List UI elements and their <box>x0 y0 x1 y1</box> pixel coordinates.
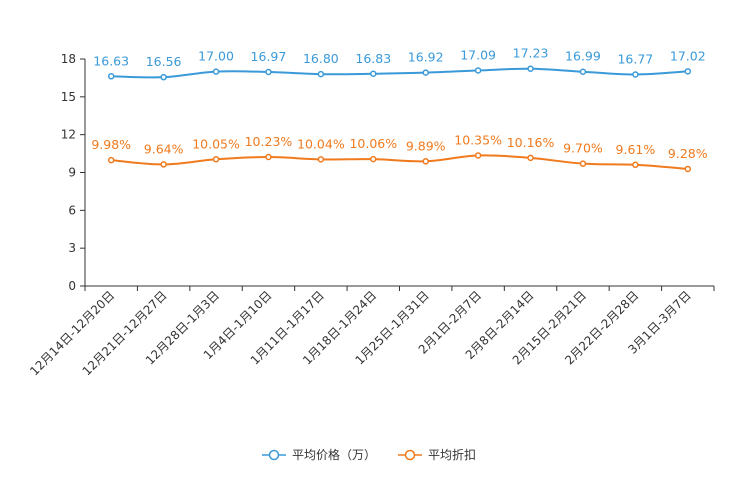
data-point[interactable] <box>265 153 272 161</box>
data-point[interactable] <box>212 156 220 163</box>
data-label: 10.05% <box>192 136 240 151</box>
data-point[interactable] <box>579 68 587 75</box>
data-point[interactable] <box>370 155 377 163</box>
data-point[interactable] <box>160 73 167 81</box>
data-point[interactable] <box>107 156 115 164</box>
data-label: 16.83 <box>355 51 391 66</box>
data-point[interactable] <box>370 70 377 78</box>
legend-marker <box>404 449 416 461</box>
data-label: 16.99 <box>565 49 601 64</box>
data-label: 10.16% <box>507 135 555 150</box>
data-label: 10.06% <box>349 136 397 151</box>
legend-marker <box>268 449 280 461</box>
data-point[interactable] <box>160 161 167 168</box>
legend-item-0[interactable]: 平均价格（万） <box>262 447 376 462</box>
data-label: 10.23% <box>245 134 293 149</box>
data-point[interactable] <box>684 165 692 173</box>
data-point[interactable] <box>422 158 429 165</box>
y-tick-label: 15 <box>61 90 76 104</box>
data-label: 16.77 <box>617 52 653 67</box>
series-line <box>111 154 688 170</box>
data-point[interactable] <box>107 73 115 80</box>
y-tick-label: 6 <box>68 203 76 217</box>
data-label: 16.97 <box>251 49 287 64</box>
data-point[interactable] <box>527 65 534 72</box>
legend: 平均价格（万） 平均折扣 <box>262 447 476 462</box>
data-point[interactable] <box>474 152 482 159</box>
data-point[interactable] <box>265 68 272 76</box>
data-label: 9.64% <box>144 141 184 156</box>
x-tick-label: 12月14日-12月20日 <box>27 288 117 378</box>
legend-label: 平均价格（万） <box>292 447 376 462</box>
data-point[interactable] <box>579 160 587 167</box>
data-point[interactable] <box>422 69 429 76</box>
data-point[interactable] <box>632 71 639 78</box>
y-tick-label: 12 <box>61 128 76 142</box>
data-label: 17.09 <box>460 47 496 62</box>
y-tick-label: 3 <box>68 241 76 255</box>
data-point[interactable] <box>474 67 482 74</box>
series-layer: 16.63 16.56 17.00 16.97 16.80 16.83 16.92 17.09… <box>91 46 708 173</box>
data-label: 16.56 <box>146 54 182 69</box>
data-label: 10.35% <box>454 132 502 147</box>
data-point[interactable] <box>527 154 534 162</box>
y-tick-label: 9 <box>68 166 76 180</box>
data-label: 9.98% <box>91 137 131 152</box>
y-tick-label: 0 <box>68 279 76 293</box>
data-label: 17.02 <box>670 48 706 63</box>
data-label: 16.92 <box>408 50 444 65</box>
data-point[interactable] <box>317 156 325 163</box>
legend-label: 平均折扣 <box>428 447 476 462</box>
series-0: 16.63 16.56 17.00 16.97 16.80 16.83 16.92 17.09… <box>93 46 706 81</box>
data-label: 16.80 <box>303 51 339 66</box>
data-label: 9.61% <box>616 142 656 157</box>
legend-item-1[interactable]: 平均折扣 <box>398 447 476 462</box>
data-point[interactable] <box>212 68 220 75</box>
axes: 036912151812月14日-12月20日12月21日-12月27日12月2… <box>27 52 715 378</box>
data-point[interactable] <box>317 70 325 78</box>
data-label: 10.04% <box>297 136 345 151</box>
data-label: 17.23 <box>513 46 549 61</box>
data-point[interactable] <box>684 68 692 75</box>
data-label: 9.89% <box>406 138 446 153</box>
data-point[interactable] <box>632 161 639 169</box>
data-label: 9.70% <box>563 141 603 156</box>
data-label: 17.00 <box>198 49 234 64</box>
data-label: 16.63 <box>93 53 129 68</box>
series-line <box>111 67 688 79</box>
y-tick-label: 18 <box>61 52 76 66</box>
series-1: 9.98% 9.64% 10.05% 10.23% 10.04% 10.06% 9.89% 1… <box>91 132 708 173</box>
data-label: 9.28% <box>668 146 708 161</box>
